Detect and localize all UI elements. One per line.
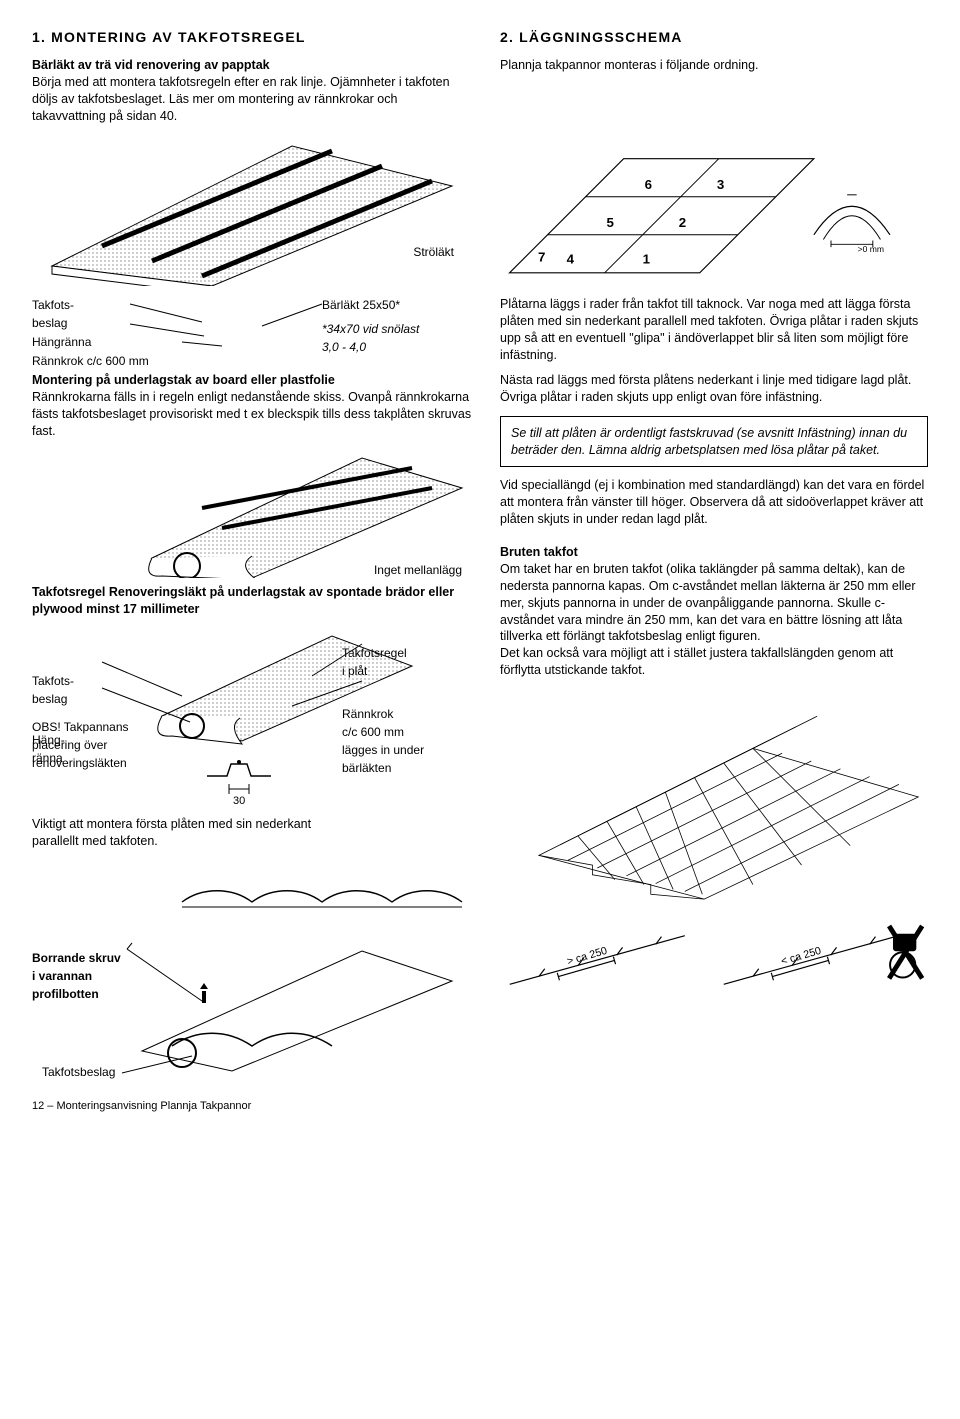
- figure-roof-strolakt: Ströläkt: [32, 136, 472, 286]
- section2-p4b: Det kan också vara möjligt att i stället…: [500, 646, 893, 677]
- figure-screw-detail: Borrande skruv i varannan profilbotten T…: [32, 931, 472, 1081]
- section1-p4: Viktigt att montera första plåten med si…: [32, 816, 312, 850]
- svg-text:>0 mm: >0 mm: [858, 244, 884, 254]
- section2-bruten-head: Bruten takfot: [500, 545, 578, 559]
- page-footer: 12 – Monteringsanvisning Plannja Takpann…: [32, 1099, 928, 1114]
- svg-text:5: 5: [607, 216, 615, 231]
- label-inget-mellanlagg: Inget mellanlägg: [374, 562, 462, 578]
- figure-eave-detail-2: Inget mellanlägg: [32, 448, 472, 578]
- figure-laggningsschema: 1 4 7 2 5 3 6 >0 mm: [500, 136, 928, 286]
- section2-p2b: Nästa rad läggs med första plåtens neder…: [500, 372, 928, 406]
- section2-p3: Vid speciallängd (ej i kombination med s…: [500, 477, 928, 528]
- section2-title: 2. LÄGGNINGSSCHEMA: [500, 28, 928, 47]
- figure-dim-250: > ca 250 < ca 250: [500, 915, 928, 1005]
- svg-text:4: 4: [567, 252, 575, 267]
- section1-p2: Montering på underlagstak av board eller…: [32, 372, 472, 440]
- section1-p2-bold: Montering på underlagstak av board eller…: [32, 373, 335, 387]
- figure-eave-detail-1: Takfots- beslag Hängränna Rännkrok c/c 6…: [32, 296, 472, 366]
- callout-safety: Se till att plåten är ordentligt fastskr…: [500, 416, 928, 468]
- label-strolakt: Ströläkt: [413, 244, 454, 260]
- section1-title: 1. MONTERING AV TAKFOTSREGEL: [32, 28, 472, 47]
- svg-text:7: 7: [538, 250, 545, 265]
- svg-text:1: 1: [643, 252, 651, 267]
- section1-p1-bold: Bärläkt av trä vid renovering av papptak: [32, 58, 270, 72]
- svg-text:3: 3: [717, 178, 724, 193]
- svg-text:30: 30: [233, 795, 245, 806]
- svg-text:6: 6: [645, 178, 652, 193]
- section1-p3-bold: Takfotsregel Renoveringsläkt på underlag…: [32, 584, 472, 618]
- section1-intro: Bärläkt av trä vid renovering av papptak…: [32, 57, 472, 125]
- svg-text:2: 2: [679, 216, 686, 231]
- figure-first-sheet: [32, 857, 472, 917]
- section2-p2: Plåtarna läggs i rader från takfot till …: [500, 296, 928, 364]
- figure-bruten-roof: [500, 687, 928, 907]
- section2-intro: Plannja takpannor monteras i följande or…: [500, 57, 928, 74]
- section2-bruten: Bruten takfot Om taket har en bruten tak…: [500, 544, 928, 679]
- figure-eave-detail-3: Takfots- beslag Häng- ränna OBS! Takpann…: [32, 626, 472, 806]
- section1-p2-text: Rännkrokarna fälls in i regeln enligt ne…: [32, 390, 471, 438]
- section2-p4: Om taket har en bruten takfot (olika tak…: [500, 562, 916, 644]
- section1-p1-text: Börja med att montera takfotsregeln efte…: [32, 75, 450, 123]
